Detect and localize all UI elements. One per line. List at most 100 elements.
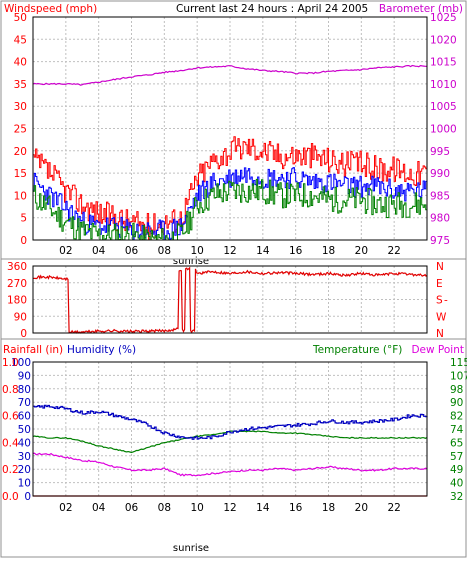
wind-tick-label: 35 — [14, 79, 27, 91]
humidity-tick-label: 20 — [18, 464, 31, 476]
dewpoint-line — [32, 452, 428, 477]
barometer-line — [32, 64, 428, 86]
direction-grid — [33, 266, 427, 333]
barometer-tick-label: 980 — [430, 213, 450, 225]
hour-tick-label: 16 — [289, 245, 303, 257]
rain-tick-label: 1.0 — [2, 357, 19, 369]
compass-tick-label: S — [436, 295, 443, 307]
humidity-tick-label: 70 — [18, 397, 31, 409]
hour-tick-label: 18 — [322, 502, 335, 514]
hour-tick-label: 22 — [387, 245, 400, 257]
hour-tick-label: 06 — [125, 245, 139, 257]
hour-tick-label: 08 — [158, 502, 171, 514]
barometer-tick-label: 1005 — [430, 101, 457, 113]
hour-tick-label: 08 — [158, 245, 171, 257]
degree-tick-label: 0 — [20, 328, 27, 340]
direction-degree-ticks: 0 90 180 270 360 — [7, 261, 27, 340]
temperature-tick-label: 82 — [450, 411, 463, 423]
direction-series — [32, 266, 428, 334]
wind-tick-label: 10 — [14, 190, 27, 202]
wind-series — [32, 64, 428, 241]
barometer-tick-label: 995 — [430, 146, 450, 158]
temperature-tick-label: 90 — [450, 397, 463, 409]
wind-tick-label: 30 — [14, 101, 27, 113]
barometer-axis-label: Barometer (mb) — [379, 3, 463, 15]
rain-tick-label: 0.4 — [2, 437, 19, 449]
compass-tick-label: E — [436, 278, 443, 290]
compass-tick-dash: - — [444, 295, 448, 307]
temperature-tick-label: 74 — [450, 424, 464, 436]
temperature-tick-label: 115 — [450, 357, 467, 369]
rain-tick-label: 0.8 — [2, 384, 19, 396]
rain-tick-label: 0.6 — [2, 411, 19, 423]
humidity-tick-label: 80 — [18, 384, 31, 396]
climate-plot-area — [32, 361, 428, 497]
hour-tick-label: 16 — [289, 502, 303, 514]
hour-tick-label: 02 — [59, 502, 72, 514]
humidity-tick-label: 90 — [18, 370, 31, 382]
barometer-y-ticks: 975 980 985 990 995 1000 1005 1010 1015 1020 1025 — [430, 12, 457, 247]
dewpoint-axis-label: Dew Point — [411, 344, 464, 356]
compass-tick-label: N — [436, 261, 444, 273]
barometer-tick-label: 975 — [430, 235, 450, 247]
humidity-tick-label: 40 — [18, 437, 31, 449]
hour-tick-label: 12 — [223, 502, 236, 514]
temperature-axis-label: Temperature (°F) — [312, 344, 402, 356]
barometer-tick-label: 985 — [430, 190, 450, 202]
barometer-tick-label: 990 — [430, 168, 450, 180]
hour-tick-label: 20 — [355, 245, 368, 257]
humidity-tick-label: 100 — [11, 357, 31, 369]
wind-plot-area — [32, 16, 428, 241]
degree-tick-label: 360 — [7, 261, 27, 273]
hour-tick-label: 20 — [355, 502, 368, 514]
direction-plot-area — [32, 265, 428, 334]
panel-frame — [0, 338, 467, 558]
hour-tick-label: 10 — [190, 245, 203, 257]
hour-tick-label: 12 — [223, 245, 236, 257]
barometer-tick-label: 1010 — [430, 79, 457, 91]
wind-y-ticks: 0 5 10 15 20 25 30 35 40 45 50 — [14, 12, 27, 247]
wind-x-ticks: 02 04 06 08 10 12 14 16 18 20 22 — [59, 245, 401, 257]
temperature-tick-label: 65 — [450, 437, 463, 449]
wind-tick-label: 20 — [14, 146, 27, 158]
sunrise-label: sunrise — [173, 256, 209, 267]
wind-tick-label: 45 — [14, 34, 27, 46]
windspeed-gust-line — [33, 136, 428, 241]
barometer-tick-label: 1000 — [430, 124, 457, 136]
wind-axis-label: Windspeed (mph) — [4, 3, 97, 15]
wind-tick-label: 5 — [20, 213, 27, 225]
temperature-tick-label: 32 — [450, 491, 463, 503]
windspeed-average-line — [33, 167, 428, 241]
hour-tick-label: 14 — [256, 502, 270, 514]
wind-barometer-panel: Windspeed (mph) Current last 24 hours : … — [0, 0, 467, 267]
direction-compass-ticks: NWS -EN — [436, 261, 448, 340]
temperature-tick-label: 49 — [450, 464, 463, 476]
humidity-tick-label: 30 — [18, 451, 31, 463]
wind-tick-label: 25 — [14, 124, 27, 136]
humidity-tick-label: 60 — [18, 411, 31, 423]
temperature-tick-label: 57 — [450, 451, 463, 463]
hour-tick-label: 10 — [190, 502, 203, 514]
barometer-tick-label: 1025 — [430, 12, 457, 24]
humidity-tick-label: 0 — [24, 491, 31, 503]
compass-tick-label: W — [436, 311, 447, 323]
temperature-tick-label: 98 — [450, 384, 463, 396]
windspeed-low-line — [33, 178, 428, 241]
rain-tick-label: 0.0 — [2, 491, 19, 503]
temperature-tick-label: 107 — [450, 370, 467, 382]
climate-x-ticks: 02 04 06 08 10 12 14 16 18 20 22 — [59, 502, 401, 514]
compass-tick-label: N — [436, 328, 444, 340]
hour-tick-label: 22 — [387, 502, 400, 514]
rainfall-axis-label: Rainfall (in) — [3, 344, 63, 356]
wind-tick-label: 0 — [20, 235, 27, 247]
degree-tick-label: 180 — [7, 295, 27, 307]
hour-tick-label: 14 — [256, 245, 270, 257]
humidity-tick-label: 50 — [18, 424, 31, 436]
rain-tick-label: 0.2 — [2, 464, 19, 476]
humidity-axis-label: Humidity (%) — [67, 344, 136, 356]
